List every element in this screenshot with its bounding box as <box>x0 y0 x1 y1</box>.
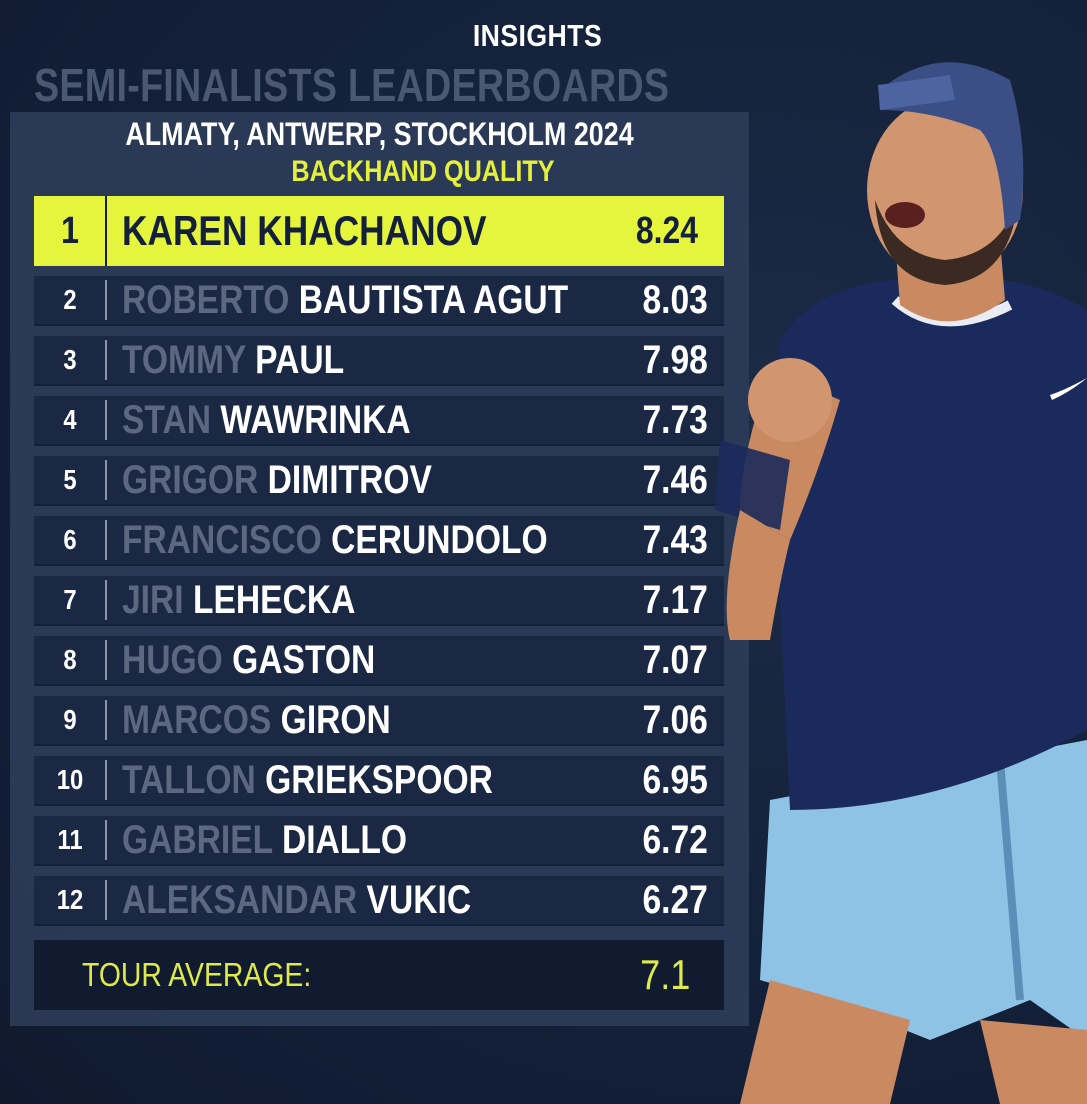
tour-average-value: 7.1 <box>639 951 690 998</box>
player-first-name: TALLON <box>122 758 256 802</box>
player-last-name: GASTON <box>232 638 376 682</box>
player-first-name: FRANCISCO <box>122 518 322 562</box>
player-first-name: GRIGOR <box>122 458 259 502</box>
leader-rank: 1 <box>61 210 79 252</box>
row-rank: 9 <box>63 704 77 735</box>
row-rank: 2 <box>63 284 77 315</box>
rank-divider <box>105 640 107 680</box>
row-value: 6.95 <box>642 758 708 802</box>
rank-divider <box>105 760 107 800</box>
player-first-name: ROBERTO <box>122 278 290 322</box>
player-name: TALLON GRIEKSPOOR <box>122 756 493 804</box>
rank-divider <box>105 196 107 266</box>
player-first-name: MARCOS <box>122 698 272 742</box>
leader-name: KAREN KHACHANOV <box>122 207 487 254</box>
row-value: 6.27 <box>642 878 708 922</box>
player-name: TOMMY PAUL <box>122 336 344 384</box>
row-rank: 12 <box>56 884 84 915</box>
row-rank: 5 <box>63 464 77 495</box>
row-value: 7.17 <box>642 578 708 622</box>
player-last-name: LEHECKA <box>192 578 356 622</box>
player-photo <box>715 62 1087 1104</box>
player-last-name: DIMITROV <box>267 458 432 502</box>
player-name: ALEKSANDAR VUKIC <box>122 876 471 924</box>
player-first-name: GABRIEL <box>122 818 273 862</box>
leaderboard-row: 4 STAN WAWRINKA 7.73 <box>34 396 724 446</box>
row-value: 8.03 <box>642 278 708 322</box>
player-first-name: TOMMY <box>122 338 246 382</box>
row-value: 7.73 <box>642 398 708 442</box>
player-first-name: STAN <box>122 398 211 442</box>
row-value: 7.06 <box>642 698 708 742</box>
page-title: SEMI-FINALISTS LEADERBOARDS <box>34 59 670 111</box>
leaderboard-row: 9 MARCOS GIRON 7.06 <box>34 696 724 746</box>
rank-divider <box>105 460 107 500</box>
player-name: MARCOS GIRON <box>122 696 391 744</box>
player-name: FRANCISCO CERUNDOLO <box>122 516 548 564</box>
row-rank: 3 <box>63 344 77 375</box>
player-last-name: DIALLO <box>281 818 407 862</box>
player-first-name: JIRI <box>122 578 184 622</box>
player-name: GABRIEL DIALLO <box>122 816 407 864</box>
player-first-name: ALEKSANDAR <box>122 878 358 922</box>
player-last-name: PAUL <box>255 338 345 382</box>
player-name: STAN WAWRINKA <box>122 396 411 444</box>
row-value: 7.43 <box>642 518 708 562</box>
leaderboard-row: 11 GABRIEL DIALLO 6.72 <box>34 816 724 866</box>
leader-row: 1 KAREN KHACHANOV 8.24 <box>34 196 724 266</box>
player-name: GRIGOR DIMITROV <box>122 456 432 504</box>
player-last-name: CERUNDOLO <box>331 518 548 562</box>
player-last-name: VUKIC <box>366 878 472 922</box>
leaderboard-row: 2 ROBERTO BAUTISTA AGUT 8.03 <box>34 276 724 326</box>
rank-divider <box>105 520 107 560</box>
player-name: JIRI LEHECKA <box>122 576 355 624</box>
row-value: 7.98 <box>642 338 708 382</box>
player-first-name: HUGO <box>122 638 223 682</box>
row-value: 6.72 <box>642 818 708 862</box>
leaderboard-row: 12 ALEKSANDAR VUKIC 6.27 <box>34 876 724 926</box>
player-name: ROBERTO BAUTISTA AGUT <box>122 276 568 324</box>
row-rank: 4 <box>63 404 77 435</box>
player-name: HUGO GASTON <box>122 636 375 684</box>
rank-divider <box>105 280 107 320</box>
row-rank: 10 <box>56 764 84 795</box>
metric-title: BACKHAND QUALITY <box>291 155 555 188</box>
leaderboard-row: 7 JIRI LEHECKA 7.17 <box>34 576 724 626</box>
row-rank: 8 <box>63 644 77 675</box>
leaderboard-row: 6 FRANCISCO CERUNDOLO 7.43 <box>34 516 724 566</box>
row-rank: 11 <box>57 824 83 855</box>
leaderboard-row: 5 GRIGOR DIMITROV 7.46 <box>34 456 724 506</box>
row-rank: 7 <box>63 584 77 615</box>
player-last-name: WAWRINKA <box>220 398 411 442</box>
tour-average-box: TOUR AVERAGE: 7.1 <box>34 940 724 1010</box>
rank-divider <box>105 400 107 440</box>
leaderboard-row: 3 TOMMY PAUL 7.98 <box>34 336 724 386</box>
rank-divider <box>105 580 107 620</box>
rank-divider <box>105 820 107 860</box>
leaderboard-row: 8 HUGO GASTON 7.07 <box>34 636 724 686</box>
player-last-name: GIRON <box>280 698 391 742</box>
player-last-name: GRIEKSPOOR <box>265 758 493 802</box>
leaderboard-row: 10 TALLON GRIEKSPOOR 6.95 <box>34 756 724 806</box>
rank-divider <box>105 700 107 740</box>
rank-divider <box>105 340 107 380</box>
row-rank: 6 <box>63 524 77 555</box>
player-last-name: BAUTISTA AGUT <box>298 278 569 322</box>
row-value: 7.07 <box>642 638 708 682</box>
insights-label: INSIGHTS <box>472 18 603 53</box>
leader-value: 8.24 <box>635 210 698 252</box>
tournaments-subtitle: ALMATY, ANTWERP, STOCKHOLM 2024 <box>125 116 634 152</box>
tour-average-label: TOUR AVERAGE: <box>82 956 312 993</box>
rank-divider <box>105 880 107 920</box>
row-value: 7.46 <box>642 458 708 502</box>
